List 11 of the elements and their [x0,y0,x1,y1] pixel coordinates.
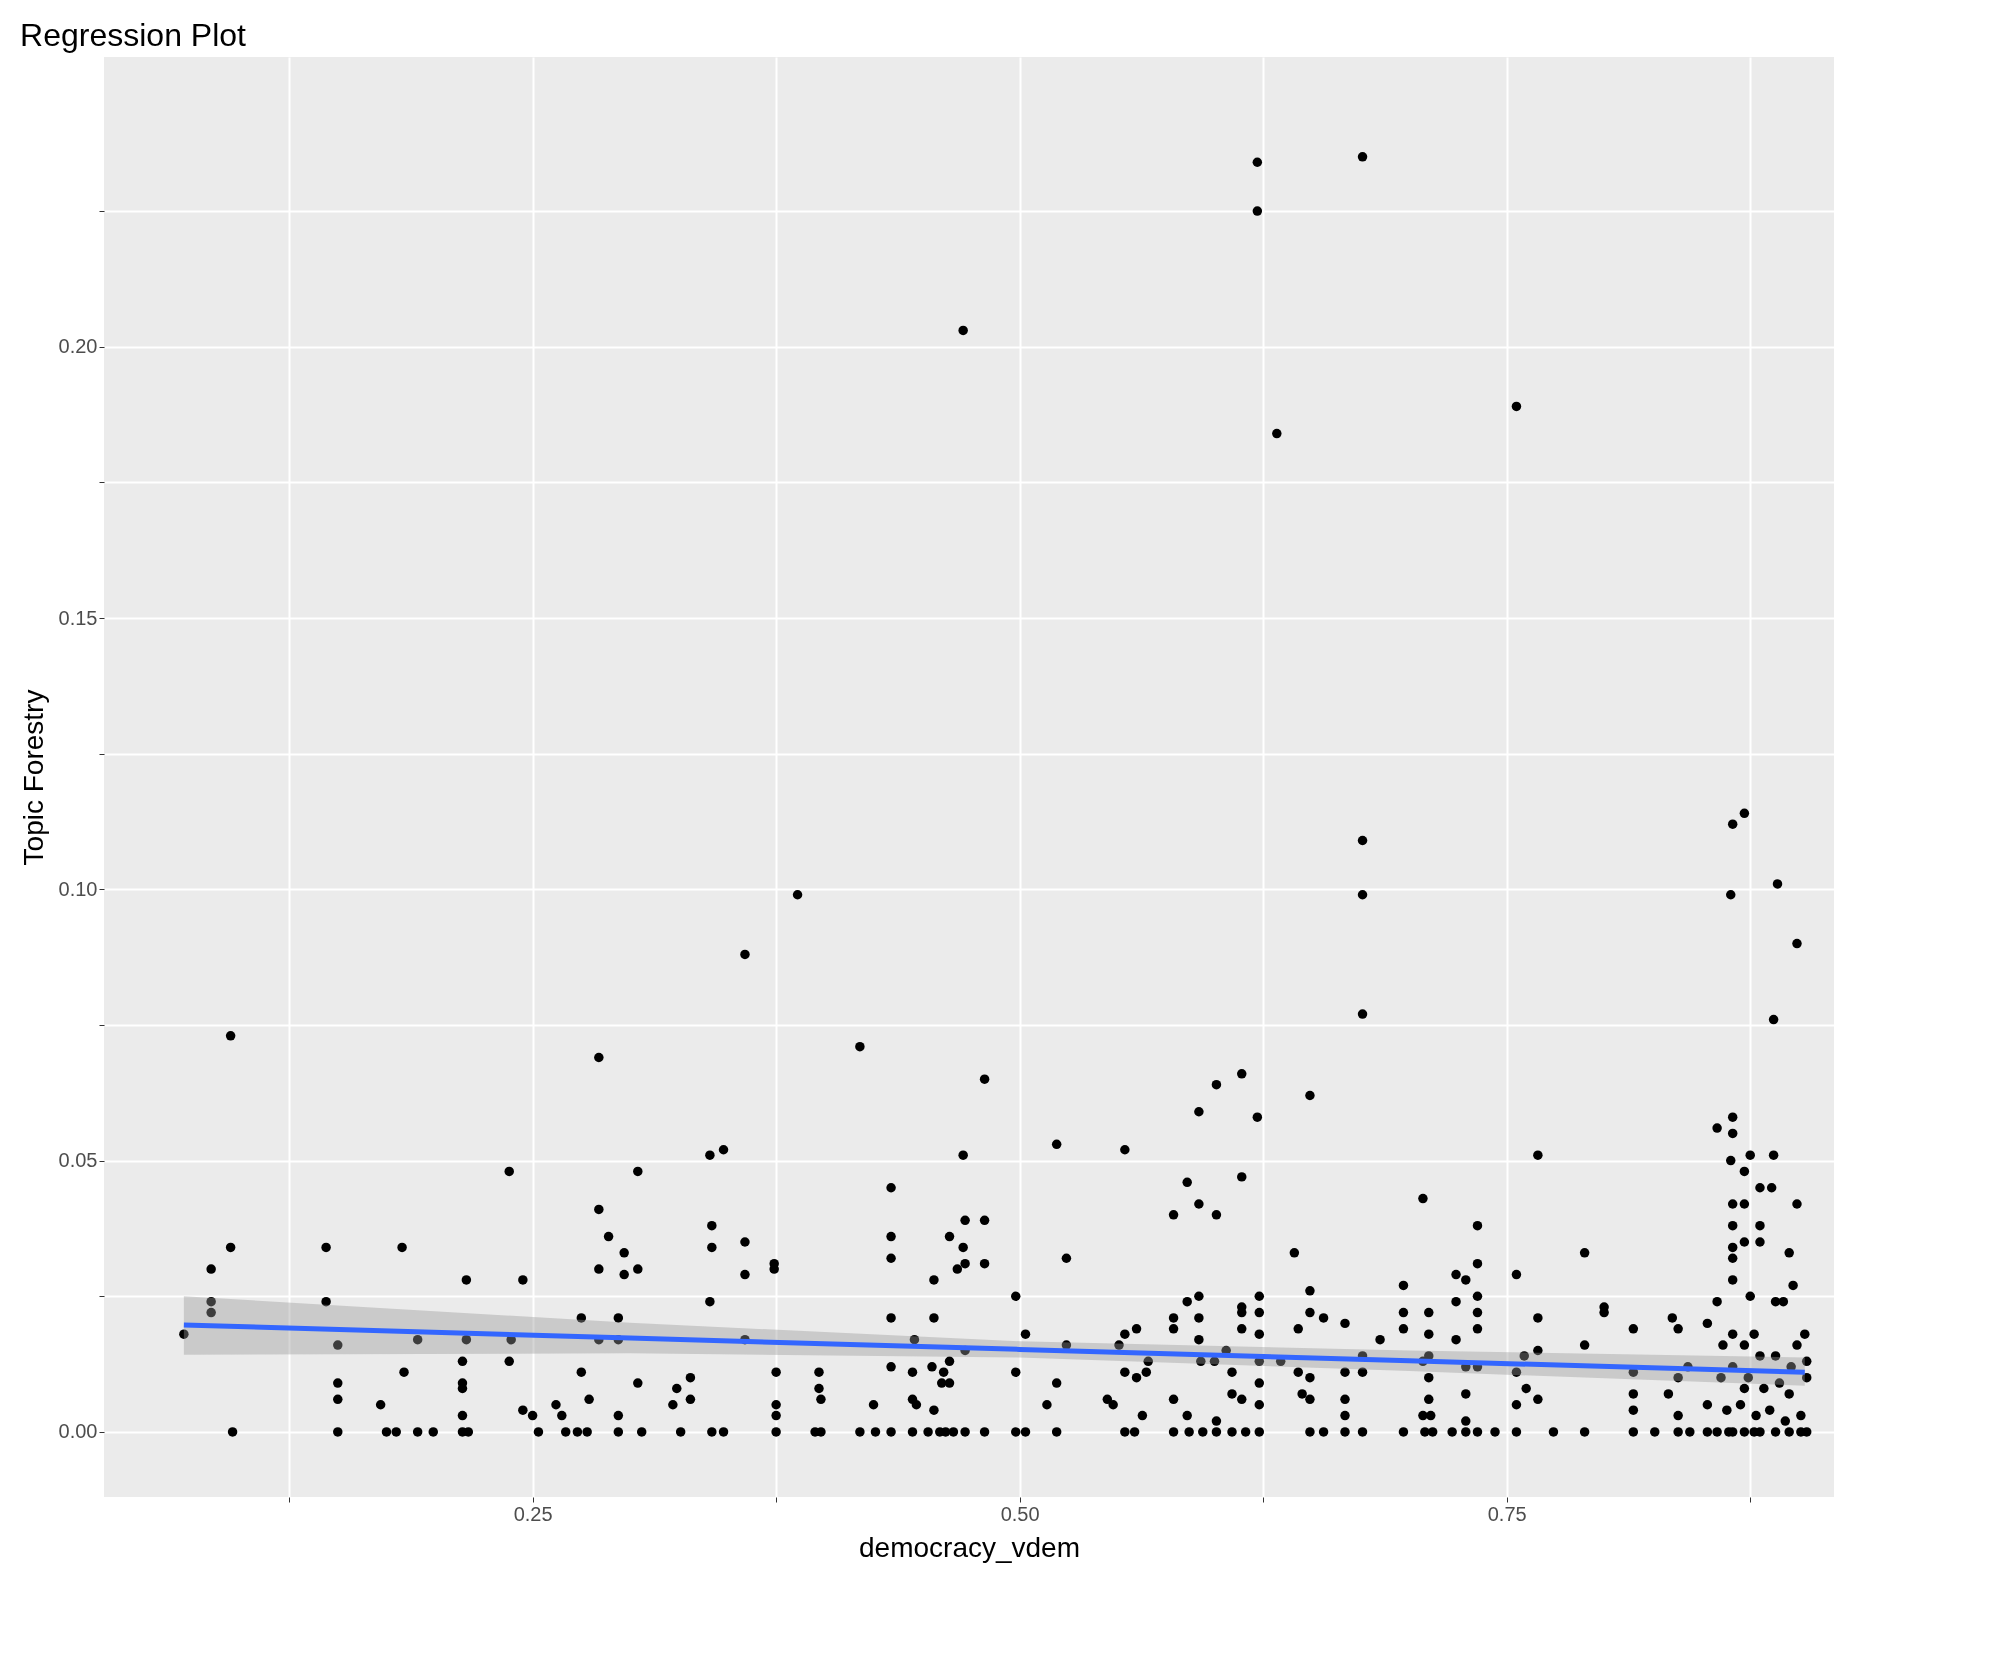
y-axis-title: Topic Forestry [17,689,49,866]
y-tick-label: 0.10 [58,877,98,900]
x-tick-label: 0.75 [1487,1502,1527,1525]
x-axis-title: democracy_vdem [859,1531,1080,1563]
y-tick-label: 0.15 [58,606,98,629]
chart-title: Regression Plot [20,17,247,53]
x-tick-label: 0.50 [1000,1502,1040,1525]
y-tick-label: 0.20 [58,335,98,358]
y-tick-label: 0.05 [58,1149,98,1172]
x-tick-label: 0.25 [513,1502,553,1525]
y-tick-label: 0.00 [58,1420,98,1443]
